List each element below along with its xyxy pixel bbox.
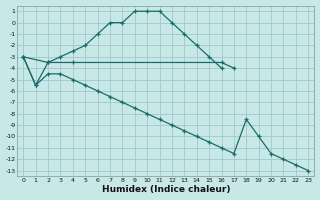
X-axis label: Humidex (Indice chaleur): Humidex (Indice chaleur) xyxy=(101,185,230,194)
